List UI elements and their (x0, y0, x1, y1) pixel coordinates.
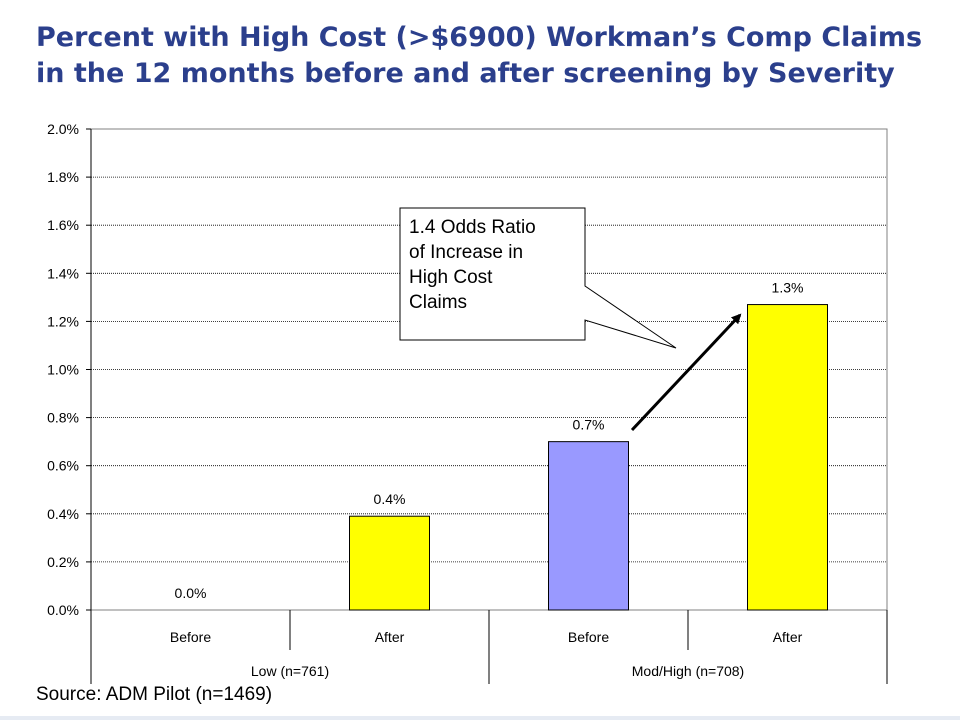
callout-line-3: High Cost (409, 267, 493, 288)
bar (747, 304, 828, 611)
callout-box (399, 207, 677, 349)
y-tick-label: 0.0% (47, 602, 79, 618)
bar (349, 515, 430, 611)
y-tick-label: 1.2% (47, 313, 79, 329)
bar (548, 441, 629, 611)
title-line-2: in the 12 months before and after screen… (36, 58, 895, 89)
source-note: Source: ADM Pilot (n=1469) (36, 684, 273, 705)
bar-value-label: 0.7% (573, 417, 605, 433)
x-group-label: Low (n=761) (251, 663, 329, 679)
slide-footer-strip (0, 716, 960, 720)
title-line-1: Percent with High Cost (>$6900) Workman’… (36, 22, 923, 53)
increase-arrow (630, 313, 742, 432)
callout-line-4: Claims (409, 292, 468, 313)
x-category-label: After (773, 629, 803, 645)
axes: 0.0% 0.2% 0.4% 0.6% 0.8% 1.0% 1.2% 1.4% 1.6% 1.8%… (47, 121, 888, 684)
y-tick-label: 1.0% (47, 362, 79, 378)
y-tick-label: 0.4% (47, 506, 79, 522)
y-tick-label: 2.0% (47, 121, 79, 137)
x-category-label: Before (170, 629, 211, 645)
bar-value-label: 0.4% (374, 491, 406, 507)
bars (349, 304, 828, 611)
bar-value-label: 1.3% (772, 280, 804, 296)
y-tick-label: 1.8% (47, 169, 79, 185)
callout-text: 1.4 Odds Ratio of Increase in High Cost … (409, 215, 579, 315)
x-group-label: Mod/High (n=708) (632, 663, 744, 679)
y-tick-label: 1.4% (47, 265, 79, 281)
y-tick-label: 0.2% (47, 554, 79, 570)
callout-line-1: 1.4 Odds Ratio (409, 217, 536, 238)
data-labels: 0.0% 0.4% 0.7% 1.3% (175, 280, 804, 601)
y-tick-label: 1.6% (47, 217, 79, 233)
x-category-label: Before (568, 629, 609, 645)
y-tick-label: 0.8% (47, 410, 79, 426)
y-tick-label: 0.6% (47, 458, 79, 474)
chart-title: Percent with High Cost (>$6900) Workman’… (36, 20, 936, 92)
callout (399, 207, 742, 432)
x-category-label: After (375, 629, 405, 645)
bar-value-label: 0.0% (175, 585, 207, 601)
callout-line-2: of Increase in (409, 242, 524, 263)
